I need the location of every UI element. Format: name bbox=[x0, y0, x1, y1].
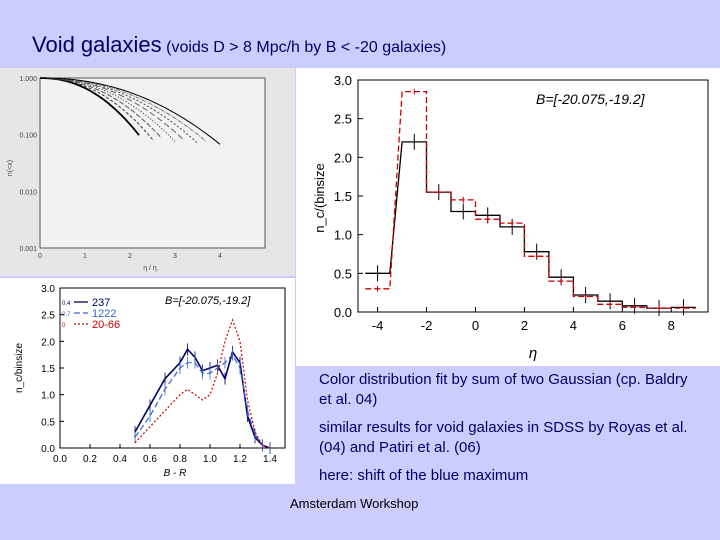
y-tick-label: 3.0 bbox=[334, 73, 352, 88]
x-tick-label: 3 bbox=[173, 253, 177, 260]
x-tick-label: 0.6 bbox=[143, 454, 157, 465]
annotation: B=[-20.075,-19.2] bbox=[536, 91, 646, 107]
color-plot-panel: 0.0 0.5 1.0 1.5 2.0 2.5 3.0 0.0 0.2 0.4 0.6 0.8 1.0 1… bbox=[0, 278, 295, 484]
legend-label: 20-66 bbox=[92, 319, 120, 331]
x-tick-label: 1.2 bbox=[233, 454, 247, 465]
eta-distribution-plot: 0.0 0.5 1.0 1.5 2.0 2.5 3.0 -4 -2 0 2 4 6 8 η n_c/(bins… bbox=[312, 73, 709, 362]
eta-plot-panel: 0.0 0.5 1.0 1.5 2.0 2.5 3.0 -4 -2 0 2 4 6 8 η n_c/(bins… bbox=[296, 68, 720, 366]
x-tick-label: 1.4 bbox=[263, 454, 277, 465]
y-axis-label: n_c/(binsize bbox=[312, 163, 327, 232]
y-tick-label: 3.0 bbox=[41, 284, 55, 295]
y-tick-label: 2.5 bbox=[334, 112, 352, 127]
x-tick-label: 8 bbox=[668, 318, 675, 333]
color-series-line bbox=[134, 347, 271, 449]
y-tick-label: 0.001 bbox=[19, 246, 37, 253]
y-tick-label: 1.0 bbox=[334, 228, 352, 243]
x-tick-label: 1 bbox=[83, 253, 87, 260]
x-axis-label: η / η bbox=[143, 265, 157, 272]
x-tick-label: -4 bbox=[372, 318, 384, 333]
legend-tag: 0 bbox=[62, 323, 66, 329]
y-tick-label: 0.5 bbox=[334, 266, 352, 281]
y-axis-label: n(<x) bbox=[7, 160, 14, 176]
cumulative-series-line bbox=[40, 77, 207, 143]
x-axis-label: η bbox=[529, 345, 537, 362]
color-distribution-plot: 0.0 0.5 1.0 1.5 2.0 2.5 3.0 0.0 0.2 0.4 0.6 0.8 1.0 1… bbox=[14, 284, 286, 479]
x-tick-label: -2 bbox=[421, 318, 433, 333]
x-axis-label: B - R bbox=[164, 468, 187, 479]
y-tick-label: 1.0 bbox=[41, 391, 55, 402]
y-tick-label: 1.5 bbox=[334, 189, 352, 204]
legend-label: 237 bbox=[92, 297, 110, 309]
color-series-line bbox=[134, 353, 271, 449]
slide-title: Void galaxies (voids D > 8 Mpc/h by B < … bbox=[32, 32, 446, 58]
void-histogram bbox=[365, 141, 696, 309]
cumulative-series-line bbox=[40, 77, 221, 145]
y-tick-label: 0.010 bbox=[19, 189, 37, 196]
y-tick-label: 1.000 bbox=[19, 76, 37, 83]
y-tick-label: 0.0 bbox=[334, 305, 352, 320]
title-subtitle: (voids D > 8 Mpc/h by B < -20 galaxies) bbox=[166, 39, 447, 56]
bullet-1: Color distribution fit by sum of two Gau… bbox=[319, 371, 688, 408]
y-axis-label: n_c/binsize bbox=[14, 343, 25, 393]
x-tick-label: 1.0 bbox=[203, 454, 217, 465]
x-tick-label: 0 bbox=[472, 318, 479, 333]
x-tick-label: 0.2 bbox=[83, 454, 97, 465]
cumulative-series-line bbox=[39, 77, 153, 140]
cumulative-series-line bbox=[40, 77, 198, 144]
y-tick-label: 0.100 bbox=[19, 133, 37, 140]
plot-frame bbox=[39, 77, 266, 249]
legend-tag: 0.7 bbox=[62, 312, 71, 318]
x-tick-label: 0.4 bbox=[113, 454, 127, 465]
cumulative-series-line bbox=[40, 77, 176, 142]
x-tick-label: 0.8 bbox=[173, 454, 187, 465]
plot-frame bbox=[357, 79, 709, 313]
bullet-2: similar results for void galaxies in SDS… bbox=[319, 419, 688, 456]
x-tick-label: 0 bbox=[38, 253, 42, 260]
x-tick-label: 2 bbox=[128, 253, 132, 260]
y-tick-label: 2.0 bbox=[334, 150, 352, 165]
y-tick-label: 0.5 bbox=[41, 417, 55, 428]
legend-tag: 0.4 bbox=[62, 301, 71, 307]
y-tick-label: 0.0 bbox=[41, 444, 55, 455]
x-tick-label: 4 bbox=[570, 318, 577, 333]
title-main: Void galaxies bbox=[32, 32, 162, 57]
y-tick-label: 2.0 bbox=[41, 337, 55, 348]
color-series-line bbox=[134, 318, 271, 449]
footer: Amsterdam Workshop bbox=[290, 496, 419, 511]
x-tick-label: 6 bbox=[619, 318, 626, 333]
y-tick-label: 2.5 bbox=[41, 311, 55, 322]
annotation: B=[-20.075,-19.2] bbox=[165, 295, 251, 307]
x-tick-label: 4 bbox=[218, 253, 222, 260]
cumulative-plot-panel: 1.000 0.100 0.010 0.001 0 1 2 3 4 η / η n(<x) bbox=[0, 68, 295, 276]
legend-label: 1222 bbox=[92, 308, 116, 320]
x-tick-label: 2 bbox=[521, 318, 528, 333]
cumulative-series-line bbox=[40, 77, 185, 141]
y-tick-label: 1.5 bbox=[41, 364, 55, 375]
x-tick-label: 0.0 bbox=[53, 454, 67, 465]
bullet-3: here: shift of the blue maximum bbox=[319, 467, 529, 484]
wall-histogram bbox=[365, 90, 696, 309]
